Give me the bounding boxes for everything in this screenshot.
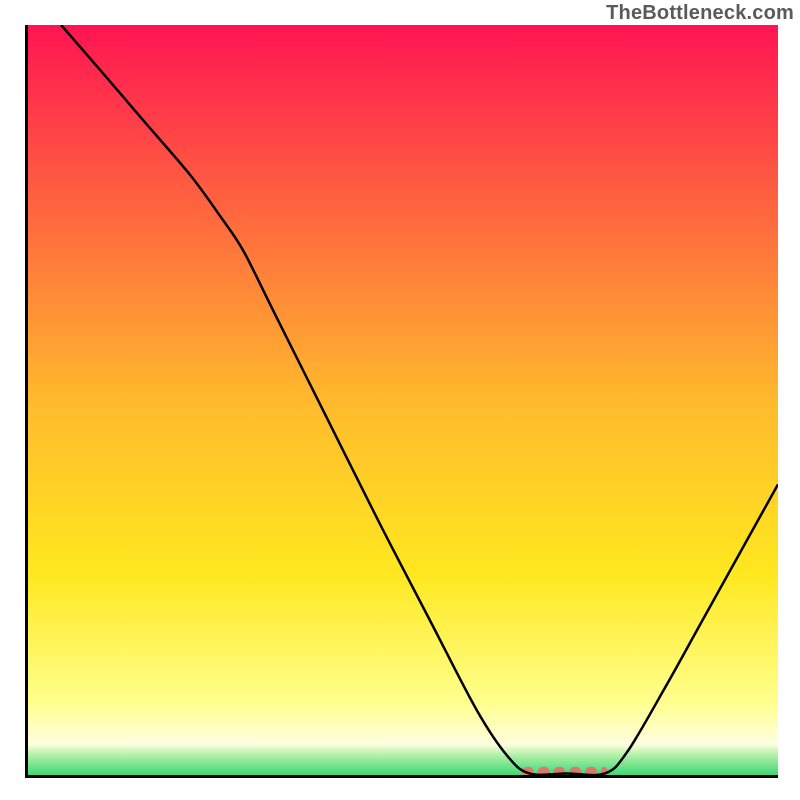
plot-svg — [25, 25, 778, 778]
plot-area — [25, 25, 778, 778]
gradient-background — [25, 25, 778, 778]
watermark-text: TheBottleneck.com — [606, 2, 794, 25]
chart-container: TheBottleneck.com — [0, 0, 800, 800]
